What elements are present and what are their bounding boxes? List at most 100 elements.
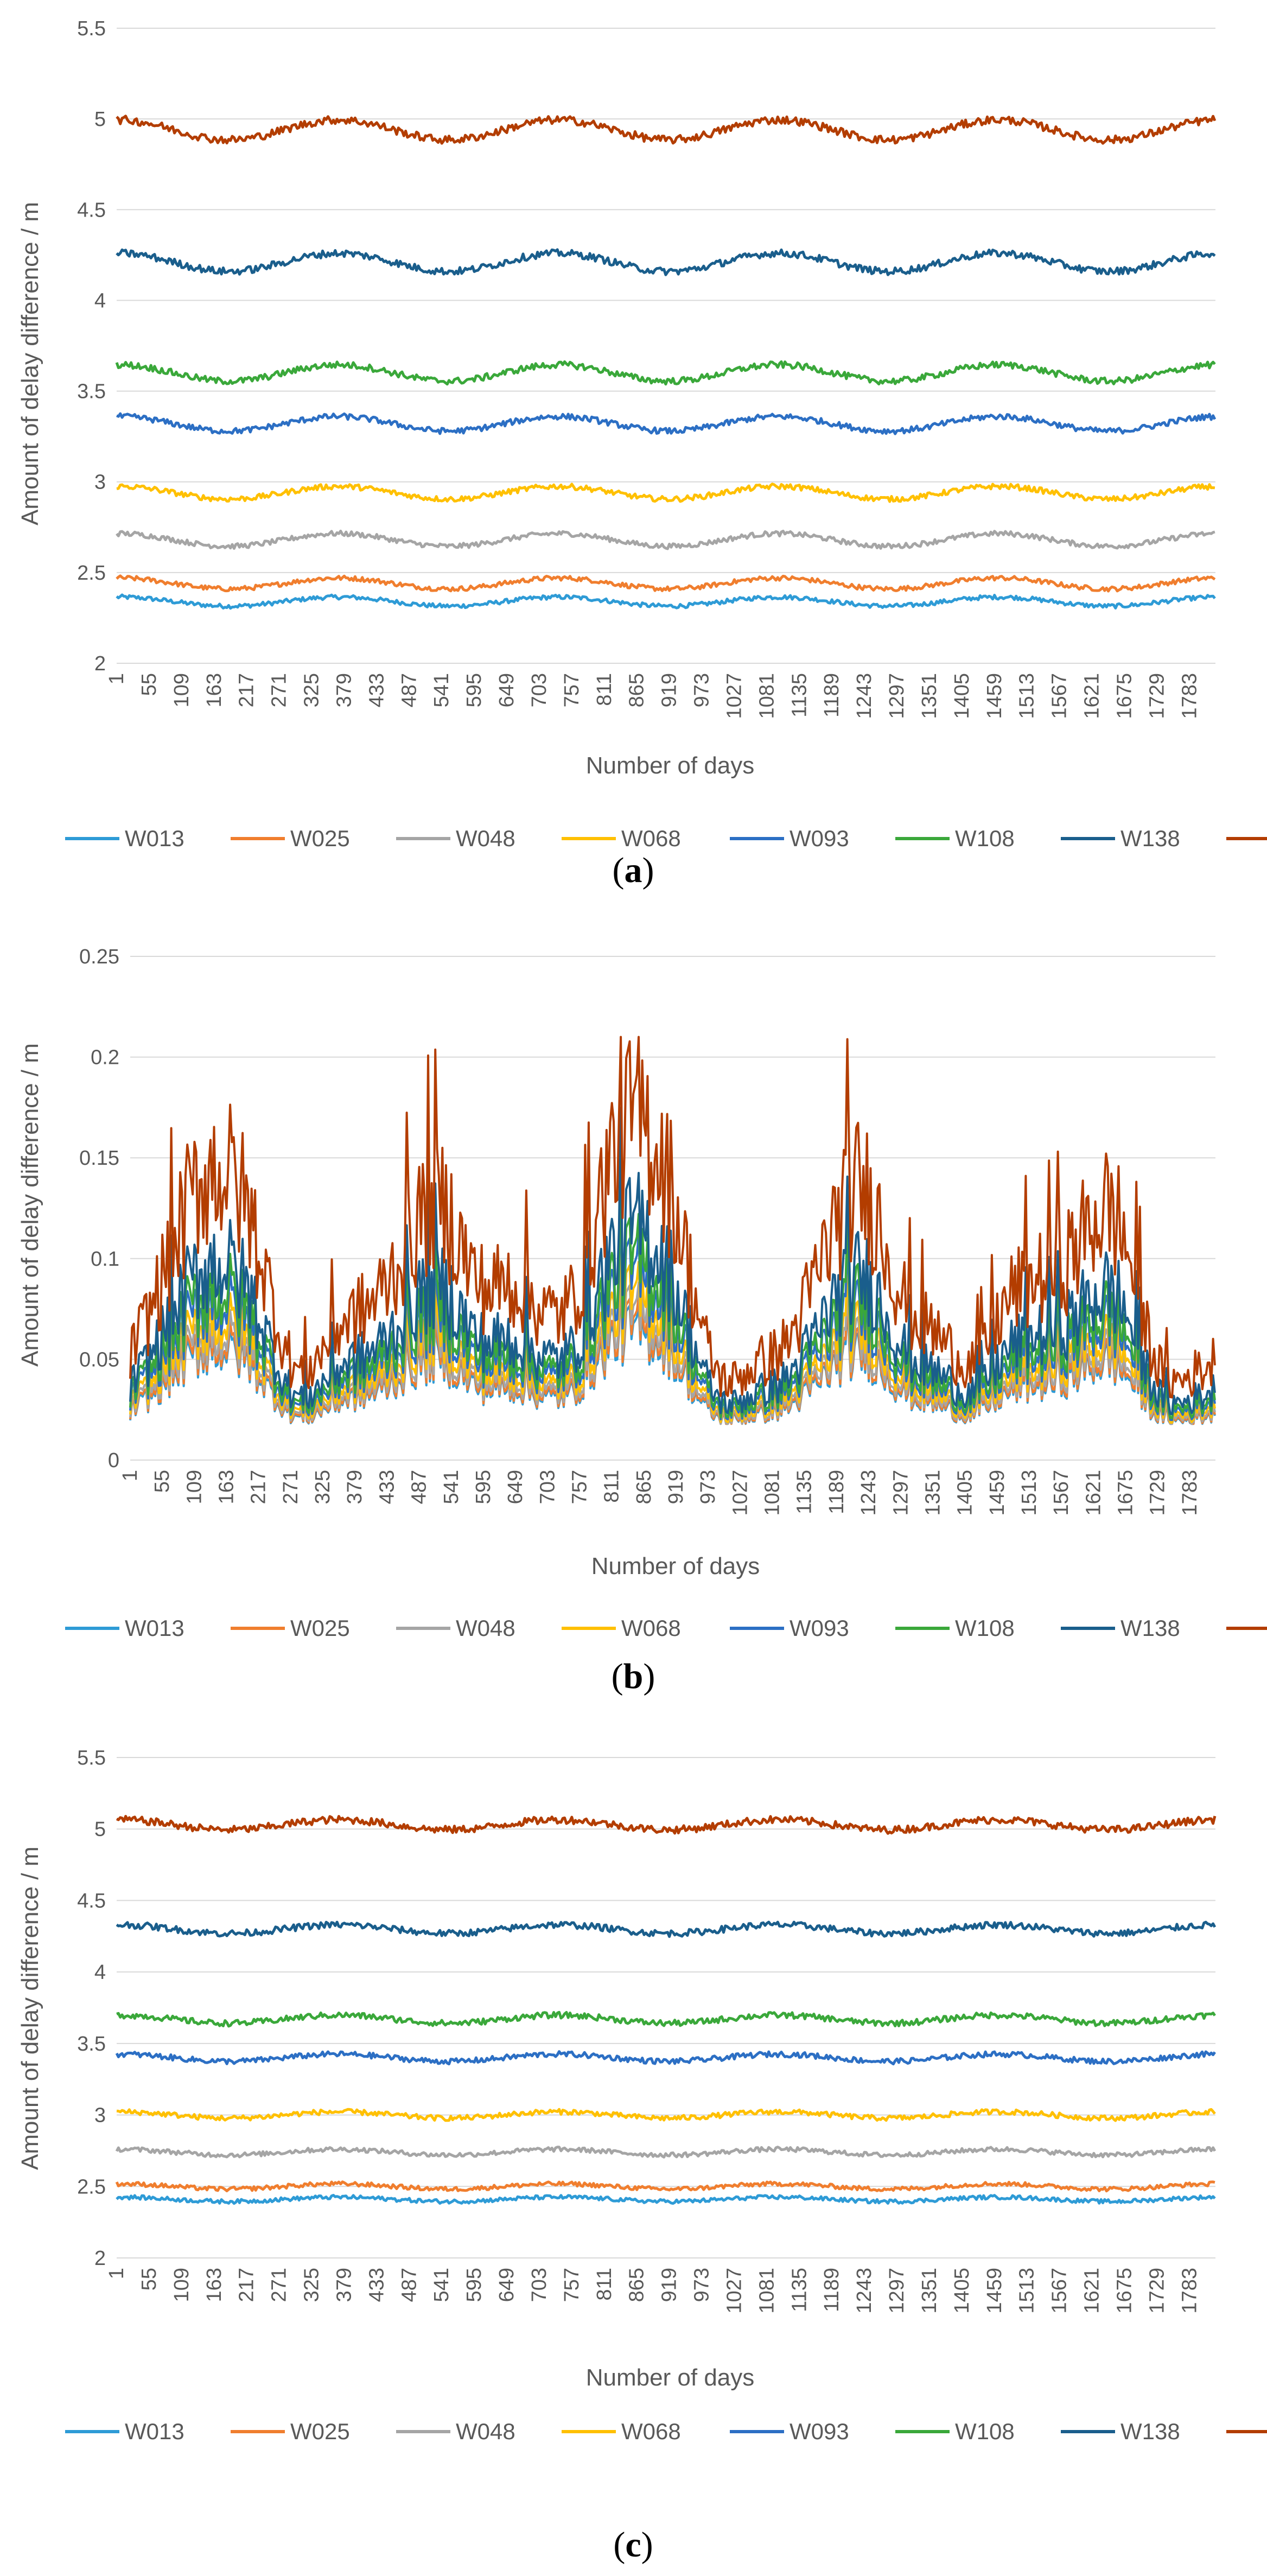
series-line-w048 <box>115 2146 1217 2159</box>
x-tick-label: 865 <box>633 1470 655 1504</box>
y-tick-label: 0.25 <box>79 946 119 968</box>
x-tick-label: 379 <box>343 1470 366 1504</box>
x-tick-label: 649 <box>495 2268 518 2302</box>
series-line-w093 <box>115 2050 1216 2066</box>
legend-label: W048 <box>456 826 515 851</box>
x-tick-label: 1783 <box>1178 673 1201 719</box>
legend-label: W093 <box>790 2419 849 2444</box>
legend-label: W048 <box>456 2419 515 2444</box>
series-line-w138 <box>116 1920 1217 1938</box>
series-line-w048 <box>116 529 1215 550</box>
x-tick-label: 1729 <box>1145 2268 1168 2314</box>
x-tick-label: 649 <box>495 673 518 707</box>
y-axis-title-a: Amount of delay difference / m <box>17 202 43 525</box>
series-line-w168 <box>116 115 1217 145</box>
x-tick-label: 1351 <box>918 673 941 719</box>
legend-label: W138 <box>1120 2419 1180 2444</box>
x-tick-label: 1405 <box>954 1470 977 1516</box>
y-tick-label: 3.5 <box>77 380 106 403</box>
legend-label: W025 <box>290 1615 350 1641</box>
x-tick-label: 649 <box>504 1470 527 1504</box>
x-tick-label: 55 <box>138 2268 161 2291</box>
x-tick-label: 541 <box>430 673 453 707</box>
legend-item-w108: W108 <box>895 826 1015 851</box>
x-tick-label: 487 <box>398 673 421 707</box>
x-tick-label: 595 <box>463 2268 486 2302</box>
y-tick-label: 3.5 <box>77 2033 106 2055</box>
x-tick-label: 1351 <box>921 1470 944 1516</box>
x-tick-label: 163 <box>215 1470 238 1504</box>
x-tick-label: 919 <box>665 1470 687 1504</box>
x-tick-label: 1675 <box>1113 673 1136 719</box>
x-tick-label: 757 <box>568 1470 591 1504</box>
legend-label: W013 <box>125 2419 184 2444</box>
legend-label: W138 <box>1120 826 1180 851</box>
x-tick-label: 1513 <box>1018 1470 1041 1516</box>
chart-panel-b: Amount of delay difference / m Number of… <box>17 946 1267 1641</box>
series-line-w025 <box>116 574 1216 593</box>
y-tick-label: 2.5 <box>77 562 106 585</box>
legend-item-w048: W048 <box>396 2419 515 2444</box>
x-tick-label: 1459 <box>983 673 1006 719</box>
legend-label: W138 <box>1120 1615 1180 1641</box>
series-line-w168 <box>116 1814 1217 1835</box>
x-tick-label: 1 <box>105 673 128 684</box>
legend-item-w025: W025 <box>231 1615 350 1641</box>
x-axis-title-c: Number of days <box>586 2364 755 2391</box>
legend-label: W093 <box>790 1615 849 1641</box>
legend-label: W108 <box>955 2419 1015 2444</box>
legend-label: W013 <box>125 826 184 851</box>
x-tick-label: 433 <box>375 1470 398 1504</box>
x-tick-label: 1297 <box>886 2268 908 2314</box>
x-tick-label: 1243 <box>853 673 876 719</box>
x-tick-label: 1081 <box>755 673 778 719</box>
x-tick-label: 703 <box>528 2268 551 2302</box>
legend-item-w138: W138 <box>1061 826 1180 851</box>
x-tick-label: 325 <box>301 2268 323 2302</box>
x-tick-label: 919 <box>658 673 681 707</box>
legend-label: W025 <box>290 2419 350 2444</box>
x-tick-label: 163 <box>203 2268 226 2302</box>
y-tick-label: 0.05 <box>79 1348 119 1371</box>
legend-item-w108: W108 <box>895 2419 1015 2444</box>
x-tick-label: 217 <box>235 2268 258 2302</box>
panel-label-b: (b) <box>612 1657 655 1696</box>
x-tick-label: 1459 <box>983 2268 1006 2314</box>
legend-label: W068 <box>621 1615 681 1641</box>
y-tick-label: 2 <box>94 652 106 675</box>
y-axis-title-c: Amount of delay difference / m <box>17 1847 43 2170</box>
x-tick-label: 541 <box>430 2268 453 2302</box>
x-tick-label: 1783 <box>1179 1470 1201 1516</box>
x-tick-label: 433 <box>365 2268 388 2302</box>
x-tick-label: 1297 <box>886 673 908 719</box>
x-tick-label: 1675 <box>1113 2268 1136 2314</box>
x-tick-label: 1567 <box>1050 1470 1073 1516</box>
x-tick-label: 1 <box>105 2268 128 2279</box>
x-tick-label: 973 <box>691 2268 714 2302</box>
x-axis-title-a: Number of days <box>586 752 755 779</box>
y-tick-label: 4.5 <box>77 1889 106 1912</box>
x-tick-label: 217 <box>247 1470 270 1504</box>
panel-label-c: (c) <box>613 2525 653 2565</box>
x-tick-label: 163 <box>203 673 226 707</box>
x-tick-label: 1297 <box>889 1470 912 1516</box>
legend-label: W108 <box>955 826 1015 851</box>
series-line-w168 <box>129 1036 1216 1399</box>
series-line-w013 <box>116 593 1216 610</box>
x-tick-label: 1189 <box>820 673 843 718</box>
legend-item-w168: W168 <box>1226 1627 1267 1630</box>
x-tick-label: 703 <box>528 673 551 707</box>
x-tick-label: 487 <box>408 1470 431 1504</box>
legend-item-w168: W168 <box>1226 2430 1267 2433</box>
legend-label: W068 <box>621 826 681 851</box>
x-tick-label: 271 <box>279 1470 302 1504</box>
legend-item-w138: W138 <box>1061 2419 1180 2444</box>
x-tick-label: 865 <box>626 673 648 707</box>
legend-item-w138: W138 <box>1061 1615 1180 1641</box>
y-tick-label: 5 <box>94 108 106 131</box>
x-tick-label: 1135 <box>788 673 811 718</box>
legend-item-w025: W025 <box>231 2419 350 2444</box>
legend-item-w093: W093 <box>730 826 849 851</box>
x-tick-label: 325 <box>311 1470 334 1504</box>
